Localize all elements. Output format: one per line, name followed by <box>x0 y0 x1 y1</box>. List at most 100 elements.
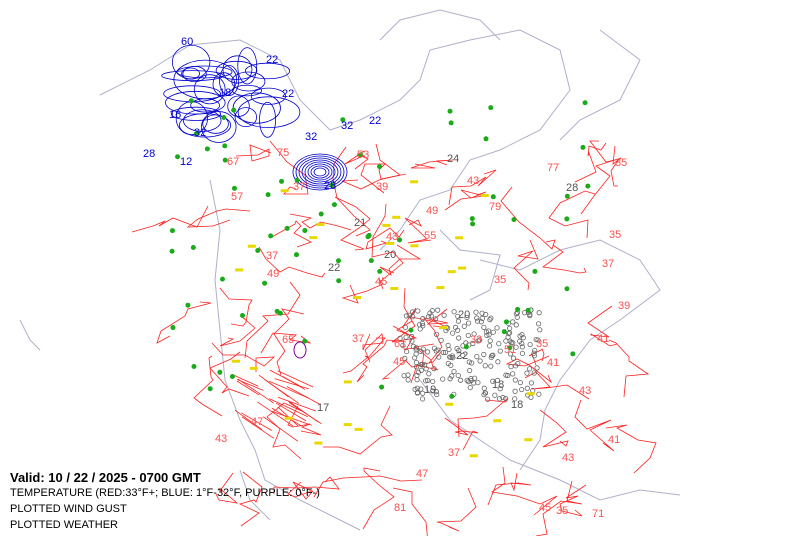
precip-dot <box>585 183 591 189</box>
precip-dot <box>582 100 588 106</box>
warm-contour-line <box>234 375 259 387</box>
station-circle <box>472 375 478 381</box>
station-circle <box>450 330 456 336</box>
station-value-label: 21 <box>354 217 366 229</box>
warm-contour-line <box>371 203 404 282</box>
cold-contour-line <box>171 44 211 80</box>
precip-dot <box>449 393 455 399</box>
warm-contour-label: 37 <box>352 333 364 345</box>
station-circle <box>432 316 439 322</box>
warm-contour-line <box>341 278 384 304</box>
station-circle <box>400 342 406 349</box>
warm-contour-line <box>500 186 556 250</box>
station-circle <box>513 311 519 317</box>
warm-contour-line <box>219 315 256 347</box>
station-circle <box>497 386 503 392</box>
wind-gust-marker <box>284 416 293 420</box>
cold-contour-line <box>227 95 250 117</box>
station-circle <box>403 334 409 340</box>
coastlines <box>19 9 681 531</box>
precip-dot <box>358 152 364 158</box>
precip-dot <box>293 252 299 258</box>
station-circle <box>508 340 514 346</box>
precip-dot <box>564 216 570 222</box>
precip-dot <box>302 338 308 344</box>
warm-contour-label: 67 <box>227 156 239 168</box>
station-circle <box>412 355 418 361</box>
warm-contour-line <box>186 208 251 228</box>
cold-contour-line <box>301 159 339 185</box>
warm-contour-line <box>313 475 423 498</box>
wind-gust-marker <box>343 380 352 384</box>
precip-dot <box>274 308 280 314</box>
warm-contour-line <box>219 287 253 327</box>
station-circle <box>454 345 460 352</box>
station-circle <box>434 331 440 338</box>
warm-contour-label: 35 <box>615 157 627 169</box>
cold-contour-line <box>215 60 258 80</box>
precip-dot <box>365 234 371 240</box>
station-circle <box>404 348 410 355</box>
precip-dot <box>231 107 237 113</box>
precip-dot <box>169 248 175 254</box>
warm-contour-label: 77 <box>547 162 559 174</box>
station-circle <box>418 386 424 392</box>
station-circle <box>469 360 475 366</box>
station-circle <box>478 319 484 325</box>
station-circle <box>420 390 426 396</box>
warm-contour-line <box>341 143 401 190</box>
station-circle <box>423 378 429 384</box>
wind-gust-marker <box>524 438 533 442</box>
station-circle <box>456 335 462 341</box>
warm-contour-line <box>436 487 477 532</box>
cold-contour-line <box>201 111 237 143</box>
warm-contour-line <box>273 308 305 376</box>
station-value-label: 19 <box>424 384 436 396</box>
warm-contour-line <box>381 351 442 380</box>
precip-dot <box>469 216 475 222</box>
station-circle <box>410 314 416 320</box>
station-circle <box>524 370 530 376</box>
wind-gust-marker <box>314 441 323 445</box>
cold-contour-line <box>237 47 258 85</box>
station-circle <box>420 323 426 329</box>
station-circle <box>513 322 519 328</box>
station-circle <box>482 390 488 396</box>
warm-contour-line <box>580 145 622 215</box>
station-circle <box>433 389 439 395</box>
warm-contour-line <box>587 305 618 347</box>
precip-dot <box>207 386 213 392</box>
wind-gust-marker <box>386 241 395 245</box>
station-circle <box>475 338 481 344</box>
warm-contour-line <box>457 397 508 438</box>
precip-dot <box>231 185 237 191</box>
station-circle <box>428 313 434 319</box>
station-circle <box>426 371 432 377</box>
warm-contour-label: 75 <box>277 147 289 159</box>
warm-contour-label: 37 <box>448 447 460 459</box>
coastline <box>559 29 641 141</box>
coastline <box>479 239 661 471</box>
station-circle <box>531 370 537 376</box>
station-circle <box>466 359 472 365</box>
station-circle <box>419 320 425 327</box>
station-circle <box>481 351 487 358</box>
station-circle <box>427 310 433 316</box>
map-legend: Valid: 10 / 22 / 2025 - 0700 GMT TEMPERA… <box>10 470 320 533</box>
warm-contour-line <box>444 417 479 451</box>
station-circle <box>467 384 473 391</box>
station-circle <box>440 349 446 356</box>
station-circle <box>451 368 457 375</box>
station-circle <box>519 386 525 393</box>
station-circle <box>413 347 419 353</box>
station-circle <box>521 310 528 316</box>
cold-contour-label: 28 <box>324 180 336 192</box>
precip-dot <box>219 276 225 282</box>
cold-contour-label: 28 <box>143 148 155 160</box>
station-circle <box>405 377 411 383</box>
warm-contour-line <box>277 370 314 388</box>
station-circle <box>536 391 542 397</box>
cold-contour-label: 18 <box>219 87 231 99</box>
station-circle <box>424 349 431 355</box>
station-circle <box>512 388 518 394</box>
